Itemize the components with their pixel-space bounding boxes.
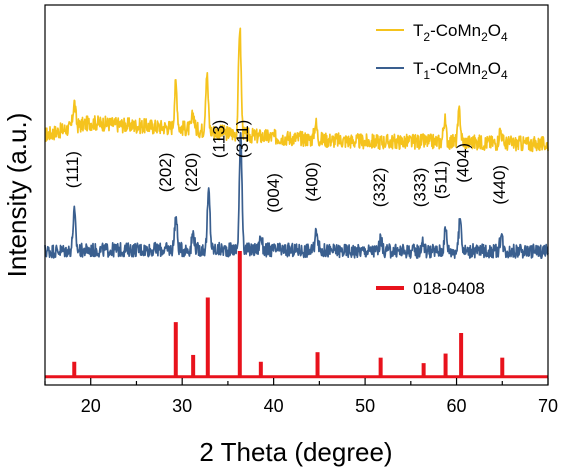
y-axis-title: Intensity (a.u.) — [2, 113, 32, 278]
peak-label: (113) — [209, 120, 228, 158]
x-tick-label: 60 — [447, 396, 467, 416]
legend: T2-CoMn2O4 T1-CoMn2O4 018-0408 — [376, 21, 508, 298]
x-tick-label: 40 — [264, 396, 284, 416]
peak-label: (202) — [156, 153, 175, 193]
peak-label: (333) — [411, 168, 430, 208]
peak-label: (220) — [182, 153, 201, 193]
legend-label-T1: T1-CoMn2O4 — [413, 59, 508, 82]
peak-label: (400) — [303, 162, 322, 202]
peak-label: (004) — [264, 173, 283, 213]
legend-label-T2: T2-CoMn2O4 — [413, 21, 508, 44]
peak-label: (332) — [370, 168, 389, 208]
peak-label: (404) — [453, 143, 472, 183]
series-line-T2 — [44, 27, 549, 153]
peak-label: (111) — [63, 151, 82, 188]
peak-label: (311) — [233, 120, 252, 158]
peak-label-layer: (111) (202) (220) (113) (311) (004) (400) (332)… — [63, 120, 509, 213]
x-tick-label: 50 — [355, 396, 375, 416]
peak-label: (511) — [432, 161, 451, 199]
x-axis-title: 2 Theta (degree) — [199, 437, 392, 467]
series-line-T1 — [44, 132, 549, 259]
plot-frame — [44, 4, 549, 386]
x-tick-label: 30 — [172, 396, 192, 416]
x-tick-label: 70 — [538, 396, 558, 416]
legend-label-ref: 018-0408 — [413, 279, 485, 298]
x-tick-label: 20 — [81, 396, 101, 416]
peak-label: (440) — [490, 165, 509, 205]
x-axis: 20 30 40 50 60 70 — [44, 378, 558, 416]
series-layer — [44, 27, 549, 379]
